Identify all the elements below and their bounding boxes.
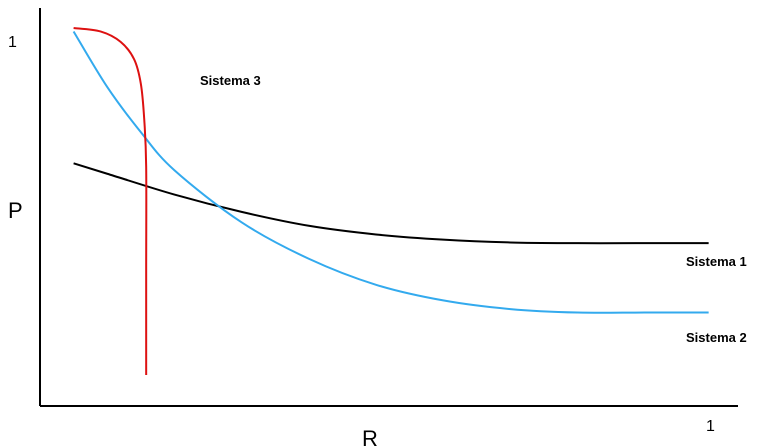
series-label-sistema-2: Sistema 2: [686, 330, 747, 345]
series-line-sistema-2: [72, 30, 709, 314]
series-label-sistema-1: Sistema 1: [686, 254, 747, 269]
series-line-sistema-1: [73, 162, 709, 245]
y-axis-label: P: [8, 198, 23, 223]
y-tick-label: 1: [8, 34, 17, 51]
x-axis-label: R: [362, 426, 378, 448]
x-tick-label: 1: [706, 418, 715, 435]
series-layer: [72, 27, 709, 375]
series-label-sistema-3: Sistema 3: [200, 73, 261, 88]
series-line-sistema-3: [73, 27, 148, 375]
